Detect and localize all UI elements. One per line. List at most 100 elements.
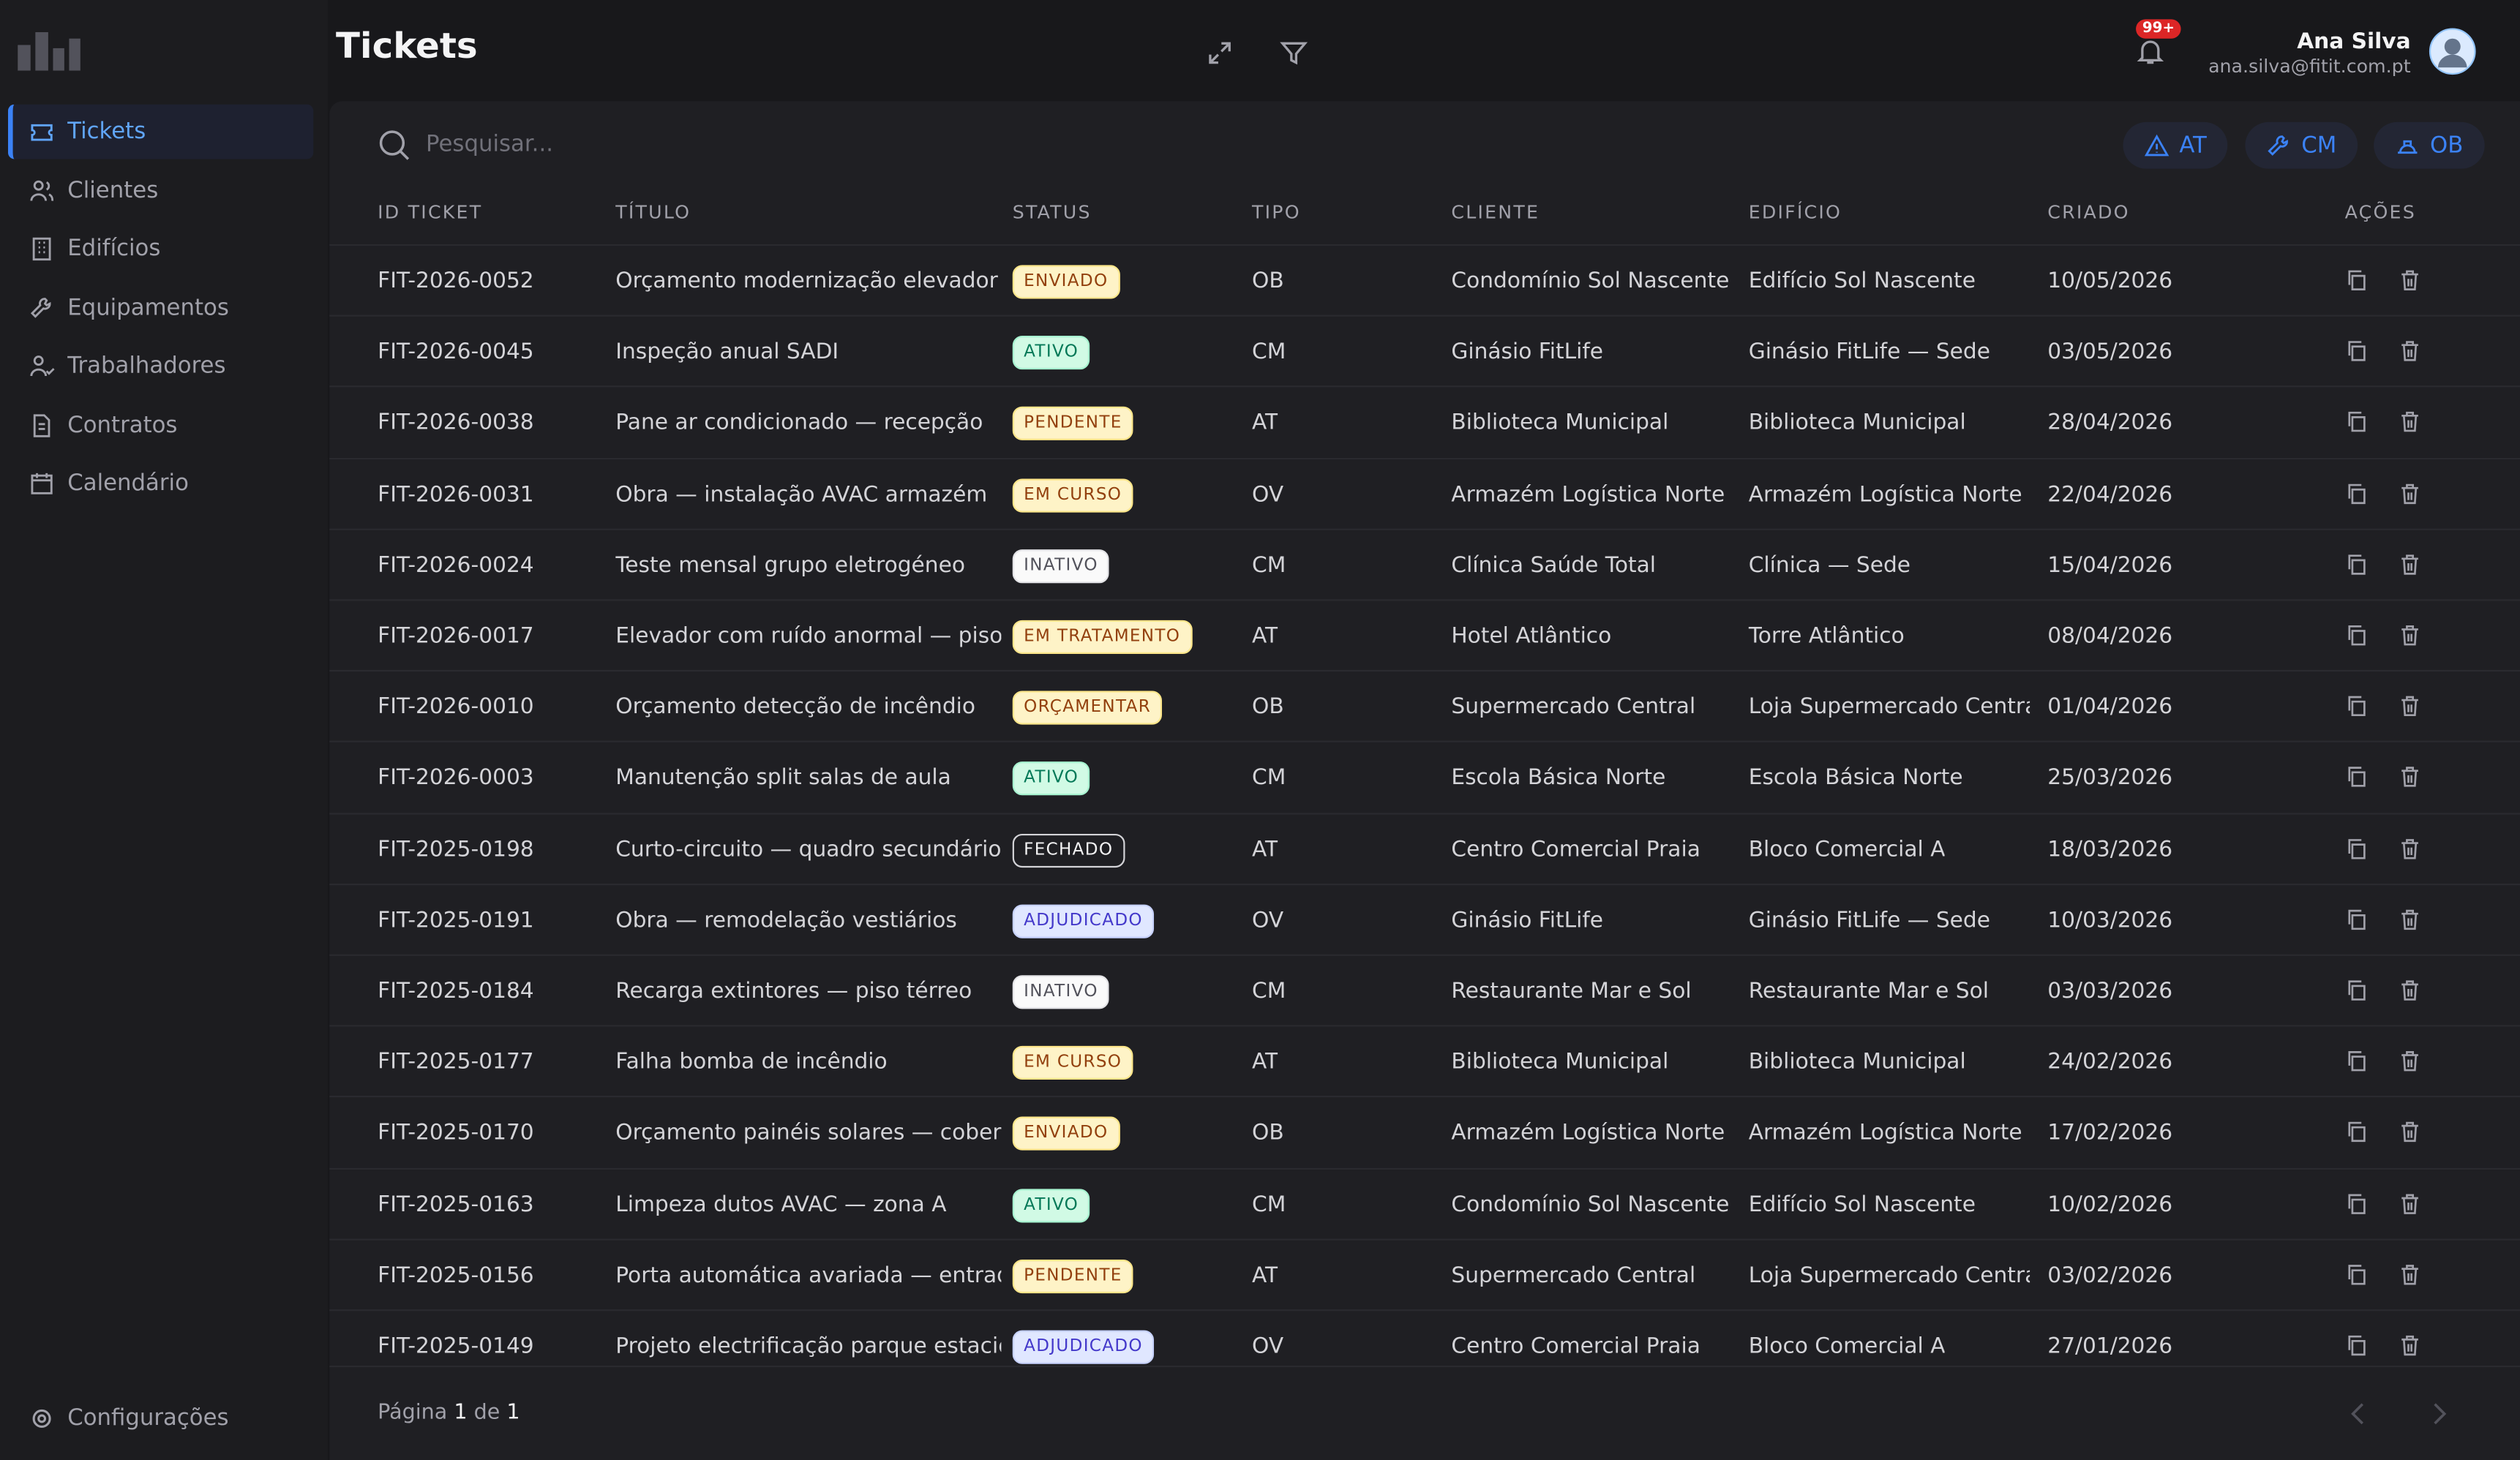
copy-button[interactable] [2345, 481, 2369, 512]
copy-button[interactable] [2345, 765, 2369, 796]
sidebar: Tickets Clientes Edifícios Equipamentos Trab… [0, 0, 329, 1460]
delete-button[interactable] [2398, 836, 2422, 867]
cell-client: Centro Comercial Praia [1451, 836, 1700, 862]
table-row[interactable]: FIT-2026-0045 Inspeção anual SADI CM Ginási… [329, 315, 2520, 386]
cell-id: FIT-2025-0177 [378, 1049, 534, 1075]
cell-title: Obra — remodelação vestiários [615, 907, 957, 933]
cell-client: Armazém Logística Norte [1451, 481, 1725, 508]
delete-button[interactable] [2398, 979, 2422, 1009]
copy-button[interactable] [2345, 552, 2369, 583]
table-row[interactable]: FIT-2026-0010 Orçamento detecção de incên… [329, 670, 2520, 741]
nav-item[interactable]: Equipamentos [8, 280, 313, 335]
copy-button[interactable] [2345, 836, 2369, 867]
delete-button[interactable] [2398, 1333, 2422, 1364]
table-row[interactable]: FIT-2025-0156 Porta automática avariada —… [329, 1238, 2520, 1309]
copy-button[interactable] [2345, 1121, 2369, 1151]
cell-title: Orçamento detecção de incêndio [615, 694, 976, 720]
copy-button[interactable] [2345, 268, 2369, 299]
cell-title: Manutenção split salas de aula [615, 765, 951, 791]
cell-title: Porta automática avariada — entrada [615, 1262, 1002, 1289]
delete-button[interactable] [2398, 1121, 2422, 1151]
status-badge: ENVIADO [1012, 265, 1120, 299]
avatar[interactable] [2429, 27, 2477, 75]
copy-button[interactable] [2345, 339, 2369, 370]
cell-building: Torre Atlântico [1748, 623, 1905, 650]
cell-building: Bloco Comercial A [1748, 1333, 1946, 1360]
table-row[interactable]: FIT-2025-0177 Falha bomba de incêndio AT Bi… [329, 1025, 2520, 1096]
table-row[interactable]: FIT-2026-0031 Obra — instalação AVAC arma… [329, 457, 2520, 528]
table-row[interactable]: FIT-2025-0170 Orçamento painéis solares —… [329, 1096, 2520, 1167]
delete-button[interactable] [2398, 765, 2422, 796]
cell-created: 27/01/2026 [2047, 1333, 2173, 1360]
table-row[interactable]: FIT-2026-0052 Orçamento modernização elev… [329, 244, 2520, 315]
prev-page[interactable] [2347, 1401, 2369, 1426]
cell-client: Armazém Logística Norte [1451, 1120, 1725, 1146]
user-email: ana.silva@fitit.com.pt [2208, 54, 2411, 78]
copy-button[interactable] [2345, 908, 2369, 938]
copy-button[interactable] [2345, 623, 2369, 654]
copy-button[interactable] [2345, 1050, 2369, 1080]
column-header: STATUS [1012, 200, 1092, 224]
status-badge: ENVIADO [1012, 1117, 1120, 1151]
copy-button[interactable] [2345, 410, 2369, 441]
filter-chip[interactable]: AT [2123, 121, 2228, 169]
filter-button[interactable] [1279, 39, 1308, 68]
delete-button[interactable] [2398, 339, 2422, 370]
copy-button[interactable] [2345, 1192, 2369, 1222]
nav-item[interactable]: Clientes [8, 163, 313, 218]
table-row[interactable]: FIT-2026-0003 Manutenção split salas de a… [329, 741, 2520, 812]
table-row[interactable]: FIT-2025-0163 Limpeza dutos AVAC — zona A… [329, 1167, 2520, 1238]
filter-chip[interactable]: CM [2245, 121, 2358, 169]
cell-created: 18/03/2026 [2047, 836, 2173, 862]
cell-type: AT [1252, 623, 1279, 650]
nav-item[interactable]: Calendário [8, 456, 313, 511]
settings-link[interactable]: Configurações [8, 1391, 313, 1446]
cell-building: Restaurante Mar e Sol [1748, 978, 1989, 1004]
nav-item[interactable]: Edifícios [8, 222, 313, 276]
delete-button[interactable] [2398, 694, 2422, 725]
cell-building: Biblioteca Municipal [1748, 1049, 1966, 1075]
expand-button[interactable] [1205, 39, 1234, 68]
cell-created: 15/04/2026 [2047, 552, 2173, 579]
nav-item[interactable]: Contratos [8, 398, 313, 453]
cell-created: 08/04/2026 [2047, 623, 2173, 650]
table-row[interactable]: FIT-2025-0198 Curto-circuito — quadro sec… [329, 812, 2520, 884]
cell-type: OV [1252, 907, 1284, 933]
delete-button[interactable] [2398, 908, 2422, 938]
delete-button[interactable] [2398, 1263, 2422, 1293]
notifications-button[interactable] [2134, 35, 2167, 67]
filter-chip[interactable]: OB [2374, 121, 2484, 169]
table-row[interactable]: FIT-2026-0017 Elevador com ruído anormal … [329, 599, 2520, 670]
table-row[interactable]: FIT-2026-0038 Pane ar condicionado — rece… [329, 386, 2520, 457]
delete-button[interactable] [2398, 410, 2422, 441]
cell-type: OB [1252, 268, 1284, 294]
cell-type: OB [1252, 1120, 1284, 1146]
copy-button[interactable] [2345, 694, 2369, 725]
copy-button[interactable] [2345, 979, 2369, 1009]
table-row[interactable]: FIT-2025-0184 Recarga extintores — piso t… [329, 954, 2520, 1026]
delete-button[interactable] [2398, 1050, 2422, 1080]
next-page[interactable] [2429, 1401, 2451, 1426]
delete-button[interactable] [2398, 268, 2422, 299]
search-input[interactable]: Pesquisar... [426, 132, 554, 158]
status-badge: ATIVO [1012, 336, 1090, 370]
cell-building: Edifício Sol Nascente [1748, 268, 1976, 294]
nav-item[interactable]: Trabalhadores [8, 339, 313, 394]
copy-button[interactable] [2345, 1333, 2369, 1364]
pagination: Página 1 de 1 [378, 1401, 520, 1425]
delete-button[interactable] [2398, 1192, 2422, 1222]
table-row[interactable]: FIT-2025-0149 Projeto electrificação parq… [329, 1309, 2520, 1366]
table-row[interactable]: FIT-2025-0191 Obra — remodelação vestiári… [329, 883, 2520, 955]
cell-title: Projeto electrificação parque estacionam… [615, 1333, 1001, 1360]
copy-button[interactable] [2345, 1263, 2369, 1293]
cell-id: FIT-2026-0003 [378, 765, 534, 791]
column-header: CRIADO [2047, 200, 2130, 224]
status-badge: PENDENTE [1012, 407, 1134, 441]
table-row[interactable]: FIT-2026-0024 Teste mensal grupo eletrogé… [329, 528, 2520, 599]
delete-button[interactable] [2398, 481, 2422, 512]
nav-label: Calendário [67, 470, 189, 497]
delete-button[interactable] [2398, 552, 2422, 583]
nav-item[interactable]: Tickets [7, 104, 314, 159]
delete-button[interactable] [2398, 623, 2422, 654]
cell-id: FIT-2025-0149 [378, 1333, 534, 1360]
